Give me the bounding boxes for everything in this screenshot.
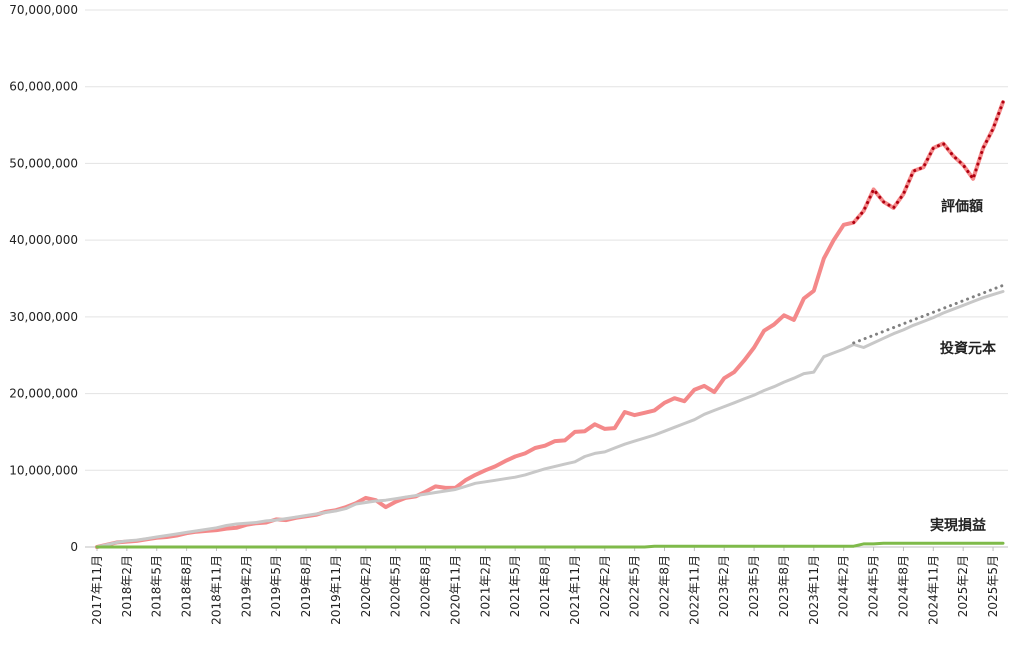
x-tick-label: 2020年5月 xyxy=(389,555,403,617)
y-tick-label: 0 xyxy=(70,540,78,554)
x-tick-label: 2024年11月 xyxy=(926,555,940,625)
x-tick-label: 2022年11月 xyxy=(687,555,701,625)
dotted-line xyxy=(852,283,1005,345)
x-tick-label: 2023年2月 xyxy=(717,555,731,617)
x-tick-label: 2021年5月 xyxy=(508,555,522,617)
x-tick-label: 2023年5月 xyxy=(747,555,761,617)
x-tick-label: 2021年8月 xyxy=(538,555,552,617)
series-line xyxy=(95,290,1005,549)
y-tick-label: 30,000,000 xyxy=(9,310,78,324)
x-tick-label: 2022年8月 xyxy=(657,555,671,617)
x-tick-label: 2020年2月 xyxy=(359,555,373,617)
x-tick-label: 2018年8月 xyxy=(180,555,194,617)
y-tick-label: 40,000,000 xyxy=(9,233,78,247)
x-tick-label: 2022年2月 xyxy=(598,555,612,617)
x-tick-label: 2020年11月 xyxy=(448,555,462,625)
x-tick-label: 2019年5月 xyxy=(269,555,283,617)
x-tick-label: 2019年8月 xyxy=(299,555,313,617)
y-tick-label: 70,000,000 xyxy=(9,3,78,17)
x-tick-label: 2023年11月 xyxy=(807,555,821,625)
x-tick-label: 2023年8月 xyxy=(777,555,791,617)
y-tick-label: 50,000,000 xyxy=(9,156,78,170)
series-label: 実現損益 xyxy=(930,517,986,534)
x-tick-label: 2021年11月 xyxy=(568,555,582,625)
x-tick-label: 2017年11月 xyxy=(90,555,104,625)
x-tick-label: 2019年11月 xyxy=(329,555,343,625)
x-tick-label: 2018年5月 xyxy=(150,555,164,617)
series-line xyxy=(95,541,1005,549)
x-tick-label: 2024年8月 xyxy=(896,555,910,617)
y-tick-label: 10,000,000 xyxy=(9,463,78,477)
x-tick-label: 2024年5月 xyxy=(867,555,881,617)
x-tick-label: 2019年2月 xyxy=(239,555,253,617)
y-tick-label: 60,000,000 xyxy=(9,80,78,94)
series-line xyxy=(95,100,1005,549)
x-tick-label: 2024年2月 xyxy=(837,555,851,617)
x-tick-label: 2025年2月 xyxy=(956,555,970,617)
x-tick-label: 2021年2月 xyxy=(478,555,492,617)
y-tick-label: 20,000,000 xyxy=(9,387,78,401)
dotted-line xyxy=(852,100,1005,224)
x-tick-label: 2020年8月 xyxy=(419,555,433,617)
series-label: 評価額 xyxy=(941,198,983,215)
series-label: 投資元本 xyxy=(940,340,997,357)
x-tick-label: 2018年11月 xyxy=(209,555,223,625)
x-tick-label: 2025年5月 xyxy=(986,555,1000,617)
x-tick-label: 2022年5月 xyxy=(628,555,642,617)
x-tick-label: 2018年2月 xyxy=(120,555,134,617)
